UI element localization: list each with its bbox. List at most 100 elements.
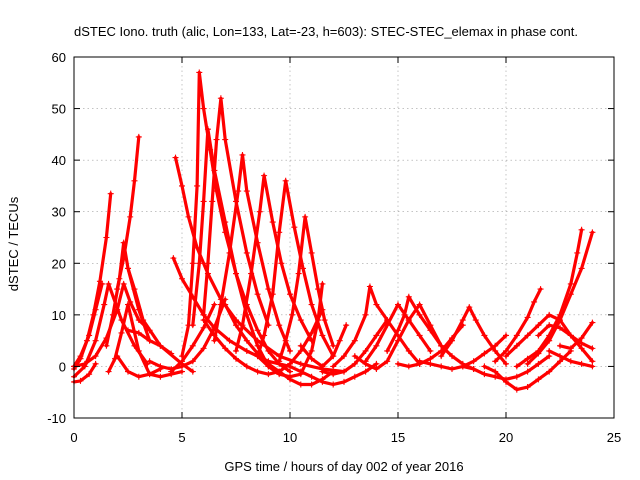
data-series xyxy=(254,280,326,380)
x-tick-label: 15 xyxy=(391,430,405,445)
data-point xyxy=(578,226,585,233)
data-point xyxy=(209,198,216,205)
data-point xyxy=(578,340,585,347)
data-point xyxy=(308,355,315,362)
data-point xyxy=(233,347,239,354)
data-point xyxy=(118,329,125,336)
data-series xyxy=(125,327,175,357)
data-point xyxy=(120,280,127,287)
data-point xyxy=(330,363,337,370)
data-point xyxy=(308,373,315,380)
data-point xyxy=(243,347,250,354)
data-point xyxy=(401,311,408,318)
data-point xyxy=(513,342,520,349)
data-point xyxy=(481,350,488,357)
data-point xyxy=(295,270,302,277)
data-point xyxy=(179,368,185,375)
data-point xyxy=(287,347,293,354)
data-point xyxy=(343,322,350,329)
data-layer xyxy=(71,69,596,393)
data-point xyxy=(92,337,99,344)
data-series xyxy=(557,319,596,352)
data-point xyxy=(204,260,211,267)
data-point xyxy=(537,286,544,293)
data-point xyxy=(211,301,218,308)
data-point xyxy=(395,360,401,367)
data-point xyxy=(297,317,304,324)
y-tick-label: 50 xyxy=(52,102,66,117)
data-point xyxy=(135,329,142,336)
data-point xyxy=(589,358,596,365)
data-point xyxy=(567,345,574,352)
data-point xyxy=(287,368,293,375)
data-point xyxy=(319,378,326,385)
data-point xyxy=(114,286,121,293)
data-point xyxy=(179,275,185,282)
data-point xyxy=(319,363,326,370)
data-series xyxy=(438,304,509,367)
data-series xyxy=(535,322,596,352)
data-point xyxy=(289,311,296,318)
data-point xyxy=(308,329,315,336)
data-point xyxy=(189,260,196,267)
data-point xyxy=(114,353,121,360)
data-point xyxy=(557,358,563,365)
y-tick-label: 60 xyxy=(52,50,66,65)
data-series xyxy=(179,69,293,375)
data-point xyxy=(282,177,289,184)
data-point xyxy=(168,350,175,357)
data-point xyxy=(481,332,488,339)
data-point xyxy=(239,322,246,329)
data-point xyxy=(179,353,185,360)
data-series xyxy=(492,286,544,365)
data-point xyxy=(135,347,142,354)
data-point xyxy=(438,342,445,349)
y-tick-label: 40 xyxy=(52,153,66,168)
data-point xyxy=(200,345,207,352)
data-point xyxy=(362,347,369,354)
data-point xyxy=(125,301,131,308)
data-point xyxy=(287,373,293,380)
data-point xyxy=(330,353,337,360)
data-point xyxy=(233,322,239,329)
data-point xyxy=(449,353,455,360)
data-point xyxy=(416,311,423,318)
data-point xyxy=(578,335,585,342)
y-tick-label: 30 xyxy=(52,205,66,220)
data-series xyxy=(211,151,293,354)
data-point xyxy=(254,353,261,360)
data-point xyxy=(362,368,369,375)
data-point xyxy=(269,291,276,298)
data-point xyxy=(546,368,553,375)
data-point xyxy=(574,249,581,256)
data-point xyxy=(194,182,201,189)
data-point xyxy=(405,293,412,300)
data-point xyxy=(157,342,164,349)
data-point xyxy=(373,332,380,339)
data-point xyxy=(384,358,391,365)
data-point xyxy=(204,126,211,133)
series-line xyxy=(212,153,292,353)
data-point xyxy=(92,353,99,360)
data-point xyxy=(308,381,315,388)
data-point xyxy=(179,358,185,365)
series-line xyxy=(439,305,508,366)
data-point xyxy=(373,360,380,367)
data-point xyxy=(213,136,220,143)
y-tick-label: -10 xyxy=(47,411,66,426)
data-point xyxy=(233,355,239,362)
data-point xyxy=(481,371,488,378)
data-point xyxy=(135,373,142,380)
data-point xyxy=(243,337,250,344)
data-point xyxy=(481,363,488,370)
y-tick-label: 10 xyxy=(52,308,66,323)
data-point xyxy=(131,286,138,293)
data-point xyxy=(172,154,179,161)
data-series xyxy=(105,301,185,380)
data-point xyxy=(131,177,138,184)
data-point xyxy=(297,360,304,367)
data-point xyxy=(99,280,106,287)
data-point xyxy=(524,355,531,362)
data-point xyxy=(125,327,131,334)
data-point xyxy=(308,347,315,354)
